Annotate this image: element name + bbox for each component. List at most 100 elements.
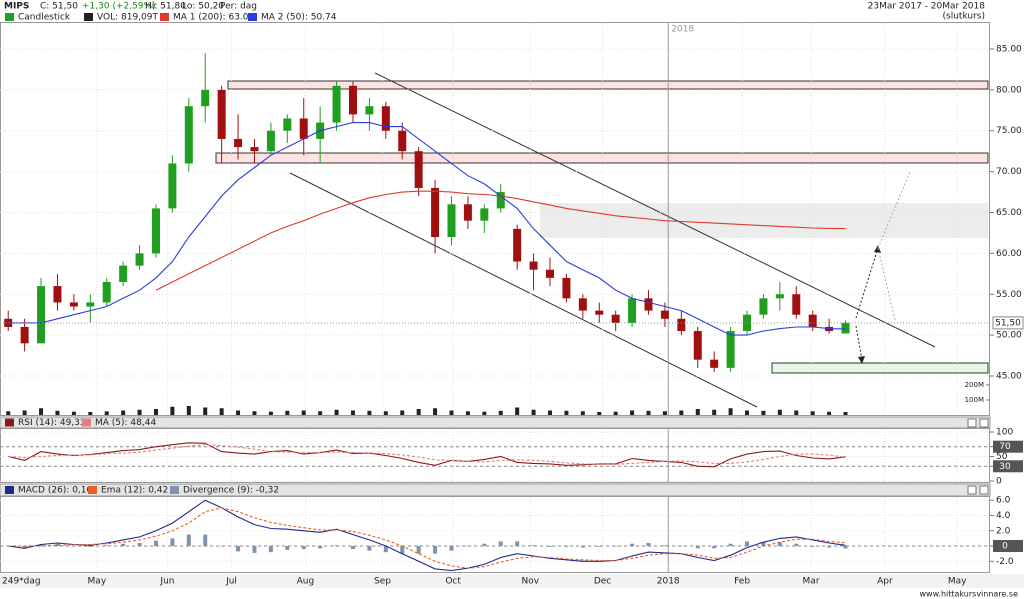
tick-box: [993, 540, 1023, 553]
candle-body: [398, 130, 407, 152]
y-tick-label: 70.00: [996, 167, 1022, 177]
x-tick-label: Aug: [297, 577, 315, 587]
candle-body: [644, 298, 653, 311]
y-tick-label: 80.00: [996, 85, 1022, 95]
bar: [416, 546, 421, 554]
resistance-box: [227, 80, 989, 90]
bar: [318, 546, 323, 549]
range-note: (slutkurs): [943, 12, 985, 22]
arrow: [855, 325, 863, 361]
bar: [580, 411, 585, 415]
bar: [334, 545, 339, 547]
settings-icon[interactable]: [979, 418, 989, 428]
y-tick-label: 45.00: [996, 372, 1022, 382]
bar: [794, 543, 799, 547]
last-price-box: [992, 316, 1024, 330]
bar: [268, 546, 273, 553]
legend-swatch: [5, 486, 14, 494]
candle-body: [578, 298, 587, 311]
candle-body: [447, 204, 456, 238]
y-tick-label: 70: [999, 442, 1011, 452]
period-label: 249*dag: [2, 577, 41, 587]
x-tick-label: Mar: [803, 577, 820, 587]
bar: [350, 546, 355, 550]
bar: [350, 410, 355, 415]
y-tick-label: 0: [996, 477, 1002, 487]
bar: [170, 406, 175, 415]
bar: [531, 409, 536, 415]
y-tick-label: -2.0: [996, 557, 1014, 567]
candle-body: [217, 89, 226, 139]
bar: [400, 410, 405, 415]
bar: [630, 543, 635, 547]
y-tick-label: 4.0: [996, 511, 1011, 521]
bar: [121, 543, 126, 547]
bar: [613, 546, 618, 547]
candle-body: [283, 118, 292, 131]
bar: [39, 408, 44, 415]
candle-body: [37, 286, 46, 344]
candle-body: [168, 163, 177, 209]
zoom-icon[interactable]: [967, 418, 977, 428]
y2-tick-label: 100M: [965, 396, 984, 404]
candle-body: [841, 322, 850, 334]
bar: [531, 545, 536, 547]
bar: [515, 541, 520, 547]
main-panel: [0, 22, 990, 416]
tick-box: [993, 440, 1023, 453]
bar: [728, 408, 733, 415]
candle-body: [381, 106, 390, 131]
bar: [630, 410, 635, 415]
bar: [137, 409, 142, 415]
bar: [745, 541, 750, 547]
bar: [482, 543, 487, 547]
arrow: [877, 247, 896, 321]
bar: [465, 546, 470, 547]
candle-body: [20, 326, 29, 344]
legend-label: MA 1 (200): 63.03: [173, 13, 254, 23]
bar: [39, 544, 44, 547]
bar: [761, 542, 766, 547]
rsi-panel: [0, 428, 990, 483]
bar: [498, 541, 503, 547]
candle-body: [513, 228, 522, 262]
date-range: 23Mar 2017 - 20Mar 2018: [868, 2, 986, 12]
y-tick-label: 6.0: [996, 496, 1011, 506]
zoom-icons: [967, 418, 989, 495]
bar: [810, 546, 815, 547]
bar: [400, 546, 405, 554]
y-tick-label: 60.00: [996, 249, 1022, 259]
bar: [71, 411, 76, 415]
macd-panel: [0, 496, 990, 573]
bar: [646, 410, 651, 415]
zoom-icon[interactable]: [967, 485, 977, 495]
bar: [679, 410, 684, 415]
tick-box: [993, 460, 1023, 473]
year-marker: 2018: [671, 25, 694, 35]
candle-body: [628, 298, 637, 323]
bar: [449, 410, 454, 415]
y-tick-label: 55.00: [996, 290, 1022, 300]
candle-body: [53, 286, 62, 303]
bar: [662, 411, 667, 415]
y-tick-label: 65.00: [996, 208, 1022, 218]
legend-swatch: [160, 13, 169, 21]
candle-body: [480, 208, 489, 221]
legend-swatch: [88, 486, 97, 494]
x-tick-label: May: [948, 577, 967, 587]
bar: [465, 411, 470, 415]
candle-body: [808, 314, 817, 327]
x-tick-label: Jul: [225, 577, 237, 587]
settings-icon[interactable]: [979, 485, 989, 495]
candle-body: [463, 204, 472, 221]
arrow: [877, 171, 911, 249]
bar: [695, 546, 700, 549]
candle-body: [660, 310, 669, 319]
trend-line: [374, 72, 936, 348]
bar: [515, 407, 520, 415]
legend-swatch: [170, 486, 179, 494]
bar: [88, 546, 93, 547]
bar: [745, 410, 750, 415]
x-tick-label: May: [88, 577, 107, 587]
